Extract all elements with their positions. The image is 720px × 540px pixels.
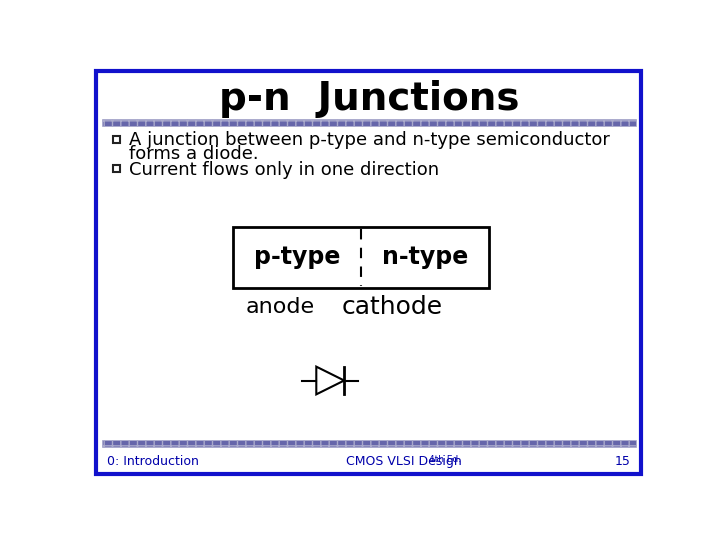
- Text: anode: anode: [246, 298, 315, 318]
- Text: cathode: cathode: [342, 295, 443, 319]
- Bar: [233, 226, 489, 288]
- FancyBboxPatch shape: [96, 71, 641, 474]
- Text: p-type: p-type: [254, 245, 341, 269]
- Text: n-type: n-type: [382, 245, 468, 269]
- Text: p-n  Junctions: p-n Junctions: [219, 80, 519, 118]
- Text: Current flows only in one direction: Current flows only in one direction: [129, 161, 439, 179]
- Text: 0: Introduction: 0: Introduction: [107, 455, 199, 468]
- Text: forms a diode.: forms a diode.: [129, 145, 258, 163]
- Text: CMOS VLSI Design: CMOS VLSI Design: [346, 455, 462, 468]
- Bar: [102, 119, 636, 126]
- Bar: [113, 165, 120, 172]
- Text: 4th Ed.: 4th Ed.: [429, 455, 462, 463]
- Bar: [113, 136, 120, 143]
- Polygon shape: [316, 367, 344, 394]
- Bar: [102, 440, 636, 448]
- Text: A junction between p-type and n-type semiconductor: A junction between p-type and n-type sem…: [129, 131, 610, 149]
- Text: 15: 15: [615, 455, 631, 468]
